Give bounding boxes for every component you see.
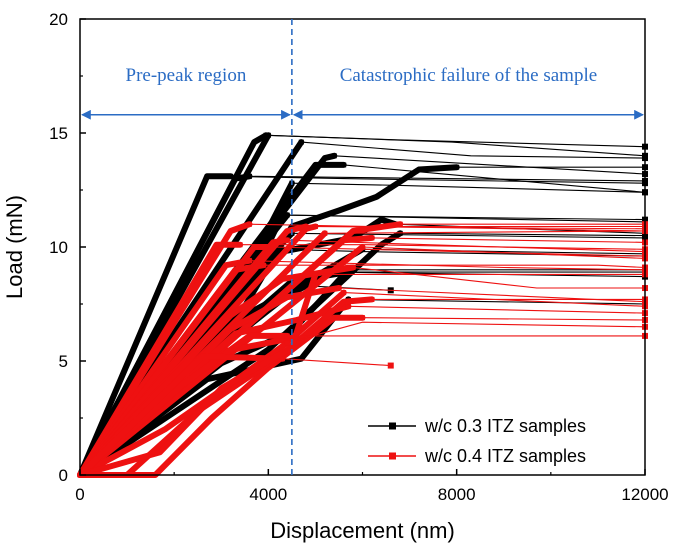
curve-peak-marker xyxy=(312,271,318,277)
curve-end-marker xyxy=(387,362,394,369)
y-tick-label: 15 xyxy=(49,124,68,143)
curve-tail xyxy=(362,317,646,321)
curve-tail xyxy=(249,175,646,182)
curve-peak-marker xyxy=(345,269,351,275)
x-axis-title: Displacement (nm) xyxy=(270,518,455,543)
x-tick-label: 4000 xyxy=(249,485,287,504)
curve-peak-marker xyxy=(350,265,356,271)
ticks: 0 4000 8000 12000 0 5 10 15 20 xyxy=(49,10,669,504)
curve-peak-marker xyxy=(360,244,365,250)
curve-tail xyxy=(348,298,646,305)
curve-tail xyxy=(400,232,646,237)
y-tick-label: 10 xyxy=(49,238,68,257)
curve-peak-marker xyxy=(284,237,290,243)
curve-peak-marker xyxy=(345,303,351,309)
data-curves xyxy=(77,132,648,478)
curve-peak-marker xyxy=(247,258,252,264)
curve-peak-marker xyxy=(284,212,290,218)
x-tick-label: 12000 xyxy=(621,485,668,504)
curve-tail xyxy=(353,266,645,289)
legend-label-wc03: w/c 0.3 ITZ samples xyxy=(424,416,586,436)
curve-peak-marker xyxy=(331,153,337,159)
curve-tail xyxy=(263,264,646,269)
x-tick-label: 8000 xyxy=(438,485,476,504)
curve-tail xyxy=(362,246,646,259)
curve-tail xyxy=(334,155,646,175)
curve-loading xyxy=(77,173,234,478)
curve-peak-marker xyxy=(360,315,365,321)
curve-tail xyxy=(268,134,646,157)
y-tick-label: 0 xyxy=(59,466,68,485)
curve-peak-marker xyxy=(284,333,290,339)
curve-peak-marker xyxy=(303,283,309,289)
curve-tail xyxy=(343,164,646,193)
curve-peak-marker xyxy=(322,230,328,236)
curve-peak-marker xyxy=(369,235,375,241)
failure-region-label: Catastrophic failure of the sample xyxy=(340,65,597,86)
curve-peak-marker xyxy=(397,221,403,227)
curve-loading xyxy=(77,221,253,478)
curve-tail xyxy=(348,305,646,314)
curve-peak-marker xyxy=(397,230,403,236)
legend: w/c 0.3 ITZ samples w/c 0.4 ITZ samples xyxy=(368,416,586,466)
x-tick-label: 0 xyxy=(75,485,84,504)
curve-peak-marker xyxy=(261,262,267,268)
curve-peak-marker xyxy=(336,285,342,291)
curve-loading xyxy=(77,332,291,478)
curve-peak-marker xyxy=(279,212,285,218)
region-annotations: Pre-peak region Catastrophic failure of … xyxy=(81,19,644,475)
curve-tail xyxy=(324,230,646,234)
curve-peak-marker xyxy=(265,132,271,138)
curve-tail xyxy=(291,182,646,193)
curve-peak-marker xyxy=(298,139,304,145)
curve-peak-marker xyxy=(247,173,252,179)
curve-tail xyxy=(240,244,646,250)
y-tick-label: 20 xyxy=(49,10,68,29)
series-wc04 xyxy=(77,221,648,478)
curve-tail xyxy=(301,141,646,159)
legend-label-wc04: w/c 0.4 ITZ samples xyxy=(424,446,586,466)
curve-peak-marker xyxy=(341,290,347,296)
curve-tail xyxy=(249,260,646,271)
curve-peak-marker xyxy=(369,296,375,302)
curve-tail xyxy=(371,237,646,243)
legend-marker-wc04 xyxy=(389,452,396,460)
curve-peak-marker xyxy=(279,356,285,362)
curve-loading xyxy=(77,132,269,478)
curve-peak-marker xyxy=(237,242,243,248)
curve-peak-marker xyxy=(247,221,252,227)
curve-peak-marker xyxy=(341,162,347,168)
curve-loading xyxy=(77,223,309,478)
curve-tail xyxy=(287,321,646,344)
curve-peak-marker xyxy=(228,173,234,179)
y-tick-label: 5 xyxy=(59,352,68,371)
legend-marker-wc03 xyxy=(389,422,396,430)
curve-loading xyxy=(77,353,286,478)
curve-peak-marker xyxy=(312,223,318,229)
y-axis-title: Load (mN) xyxy=(2,195,27,299)
curve-loading xyxy=(77,271,319,478)
curve-tail xyxy=(287,214,646,223)
curve-peak-marker xyxy=(454,164,460,170)
curve-peak-marker xyxy=(284,340,290,346)
pre-peak-region-label: Pre-peak region xyxy=(126,65,247,86)
curve-tail xyxy=(282,358,391,367)
